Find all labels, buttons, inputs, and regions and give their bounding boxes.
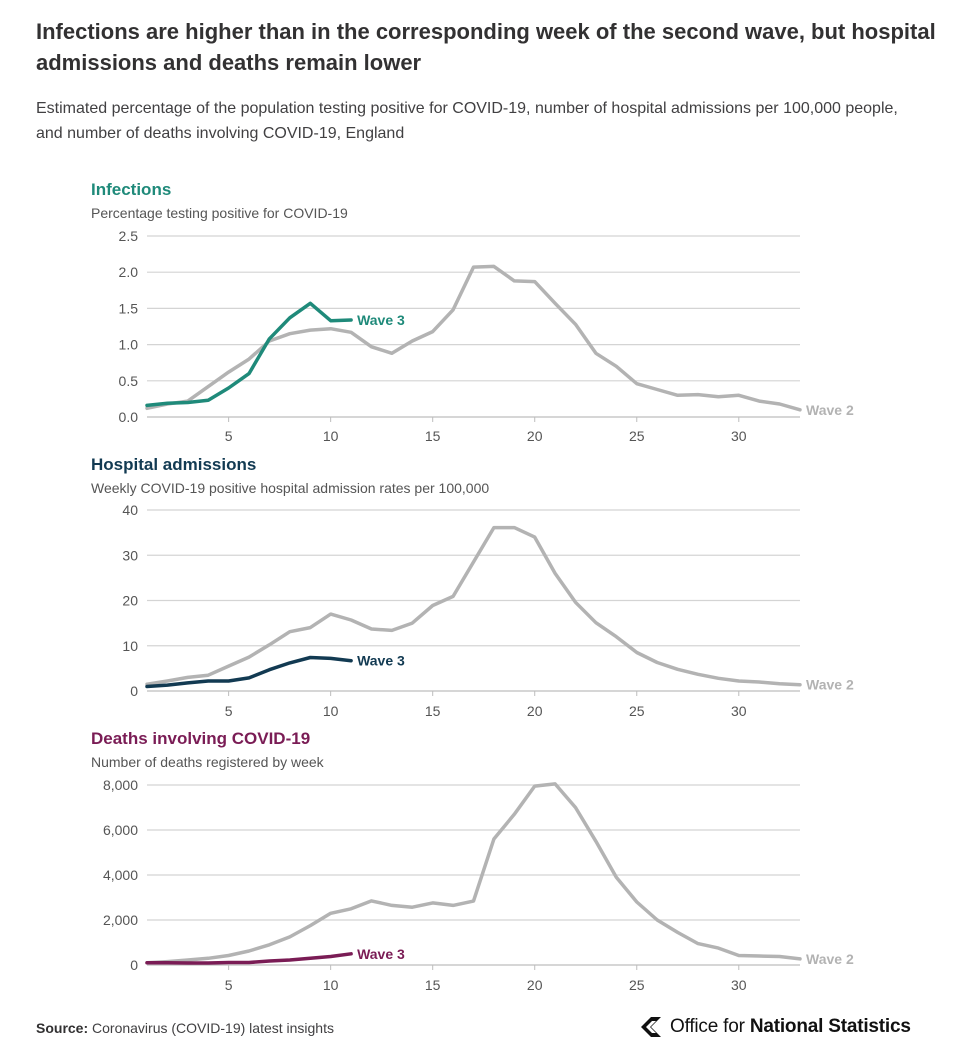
x-tick-label: 5 [225,428,233,444]
y-tick-label: 2.0 [119,264,139,280]
series-label-wave-2: Wave 2 [806,677,854,693]
y-tick-label: 1.0 [119,337,139,353]
source-note: Source: Coronavirus (COVID-19) latest in… [36,1020,334,1036]
logo-text: Office for National Statistics [670,1016,911,1038]
y-tick-label: 0.0 [119,409,139,425]
series-label-wave-2: Wave 2 [806,951,854,967]
y-tick-label: 0.5 [119,373,139,389]
x-tick-label: 20 [527,703,543,719]
x-tick-label: 5 [225,977,233,993]
ons-logo[interactable]: Office for National Statistics [638,1013,911,1041]
y-tick-label: 0 [130,683,138,699]
x-tick-label: 5 [225,703,233,719]
logo-text-bold: National Statistics [749,1016,911,1037]
series-label-wave-3: Wave 3 [357,312,405,328]
x-tick-label: 15 [425,428,441,444]
x-tick-label: 10 [323,703,339,719]
series-line-wave-2 [145,782,802,965]
series-line-wave-3 [145,655,353,689]
x-tick-label: 20 [527,977,543,993]
y-tick-label: 2,000 [103,912,138,928]
x-tick-label: 10 [323,977,339,993]
series-label-wave-3: Wave 3 [357,946,405,962]
x-tick-label: 25 [629,703,645,719]
series-line-wave-2 [145,264,802,412]
series-line-wave-3 [145,952,353,965]
x-tick-label: 25 [629,977,645,993]
x-tick-label: 15 [425,703,441,719]
x-tick-label: 25 [629,428,645,444]
y-tick-label: 6,000 [103,822,138,838]
y-tick-label: 40 [122,502,138,518]
source-label: Source: [36,1020,89,1036]
x-tick-label: 30 [731,977,747,993]
y-tick-label: 4,000 [103,867,138,883]
chart-1-subtitle: Percentage testing positive for COVID-19 [91,205,348,221]
chart-2-title: Hospital admissions [91,455,256,474]
y-tick-label: 1.5 [119,300,139,316]
y-tick-label: 0 [130,957,138,973]
y-tick-label: 8,000 [103,777,138,793]
logo-text-prefix: Office for [670,1016,750,1037]
page-title: Infections are higher than in the corres… [36,19,936,75]
chart-3-subtitle: Number of deaths registered by week [91,754,325,770]
source-text[interactable]: Coronavirus (COVID-19) latest insights [92,1020,334,1036]
series-line-wave-3 [145,301,353,408]
y-tick-label: 10 [122,638,138,654]
series-line-wave-2 [145,525,802,687]
x-tick-label: 10 [323,428,339,444]
x-tick-label: 30 [731,428,747,444]
y-tick-label: 2.5 [119,228,139,244]
page-subtitle: Estimated percentage of the population t… [36,100,898,142]
chart-1-title: Infections [91,180,171,199]
series-label-wave-3: Wave 3 [357,653,405,669]
x-tick-label: 30 [731,703,747,719]
chart-2-subtitle: Weekly COVID-19 positive hospital admiss… [91,480,489,496]
x-tick-label: 15 [425,977,441,993]
x-tick-label: 20 [527,428,543,444]
series-label-wave-2: Wave 2 [806,402,854,418]
chart-3-title: Deaths involving COVID-19 [91,729,310,748]
y-tick-label: 30 [122,547,138,563]
y-tick-label: 20 [122,593,138,609]
ons-logo-icon [641,1017,661,1037]
